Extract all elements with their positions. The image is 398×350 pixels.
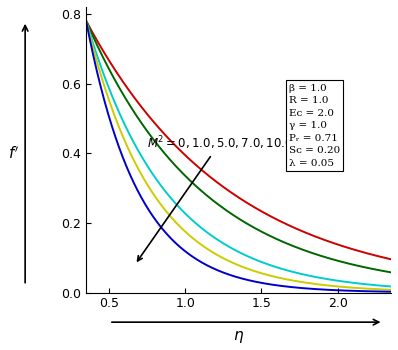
Text: β = 1.0
R = 1.0
Eᴄ = 2.0
γ = 1.0
Pᵣ = 0.71
Sᴄ = 0.20
λ = 0.05: β = 1.0 R = 1.0 Eᴄ = 2.0 γ = 1.0 Pᵣ = 0.… (289, 84, 340, 168)
Text: $f'$: $f'$ (8, 145, 19, 162)
Text: $M^2 = 0, 1.0, 5.0, 7.0, 10.0$: $M^2 = 0, 1.0, 5.0, 7.0, 10.0$ (138, 134, 293, 261)
Text: $\eta$: $\eta$ (233, 329, 244, 345)
